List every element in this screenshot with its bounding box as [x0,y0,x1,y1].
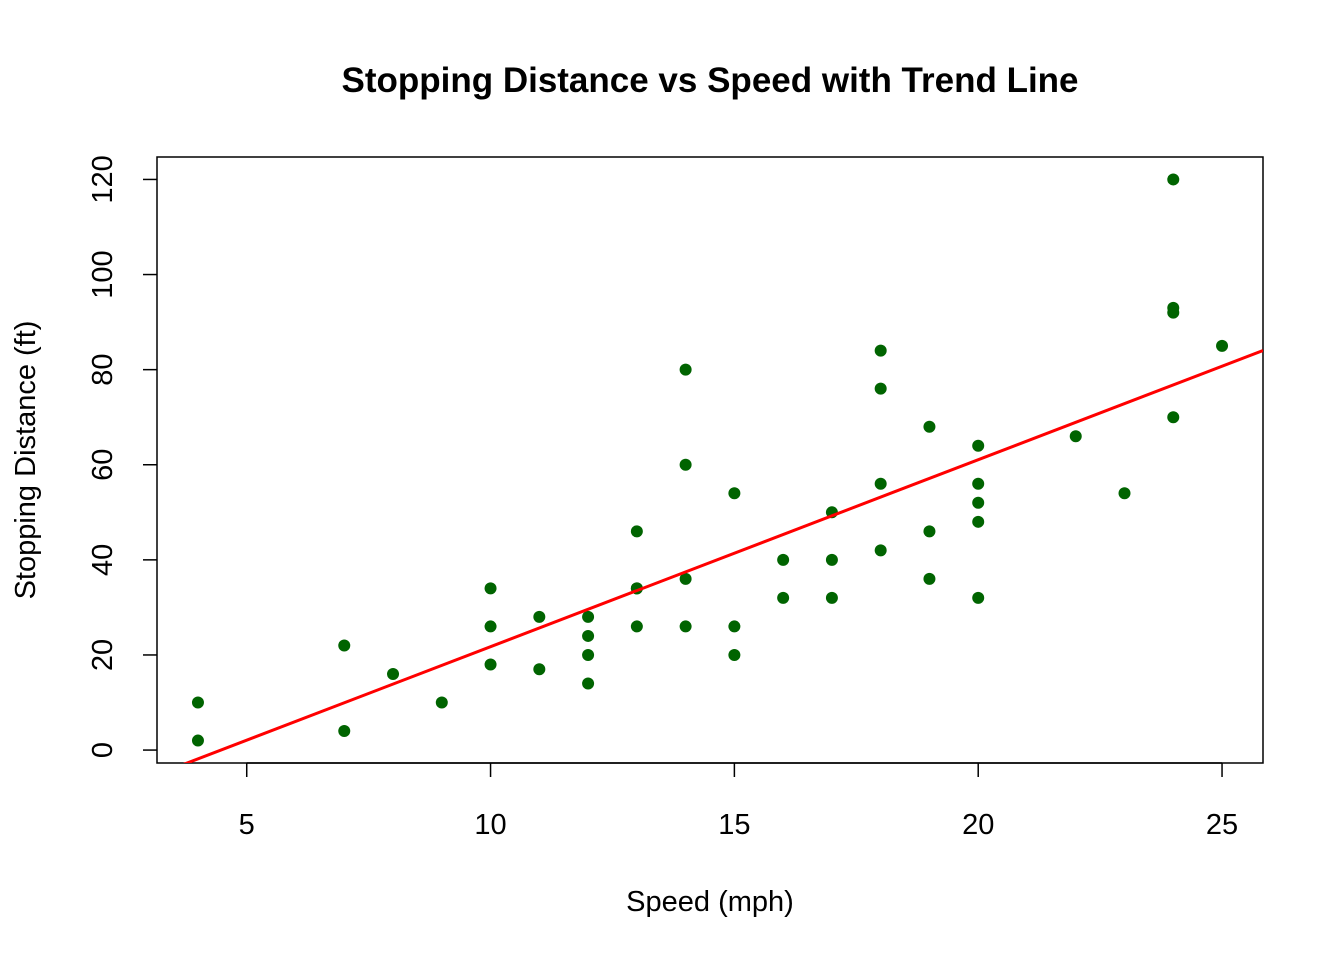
data-point [484,620,497,633]
data-point [1216,339,1229,352]
data-point [533,663,546,676]
y-tick-label: 40 [87,544,119,576]
data-point [533,610,546,623]
data-point [679,620,692,633]
data-point [387,667,400,680]
x-tick-label: 20 [962,809,994,841]
data-point [1167,173,1180,186]
data-point [874,344,887,357]
x-axis-label: Speed (mph) [626,886,794,918]
data-point [728,487,741,500]
data-point [972,439,985,452]
y-tick-label: 100 [87,250,119,298]
data-point [191,696,204,709]
data-point [777,591,790,604]
data-point [1069,430,1082,443]
data-point [582,629,595,642]
data-point [825,553,838,566]
data-point [972,496,985,509]
y-tick-label: 120 [87,155,119,203]
data-point [972,477,985,490]
data-point [777,553,790,566]
data-point [582,648,595,661]
x-tick-label: 15 [718,809,750,841]
data-point [972,591,985,604]
y-axis-label: Stopping Distance (ft) [10,321,42,600]
data-point [923,420,936,433]
data-point [338,725,351,738]
data-point [338,639,351,652]
trend-line [182,349,1263,763]
data-point [630,525,643,538]
data-point [972,515,985,528]
x-tick-label: 25 [1206,809,1238,841]
data-point [923,572,936,585]
plot-frame [156,156,1264,764]
x-tick-label: 5 [239,809,255,841]
data-point [679,458,692,471]
data-point [874,544,887,557]
data-point [1118,487,1131,500]
y-tick-label: 20 [87,639,119,671]
data-point [728,648,741,661]
data-point [582,610,595,623]
data-point [191,734,204,747]
data-point [874,382,887,395]
data-point [484,582,497,595]
data-point [679,572,692,585]
data-point [679,363,692,376]
data-point [923,525,936,538]
data-point [484,658,497,671]
y-tick-label: 60 [87,449,119,481]
data-point [582,677,595,690]
y-tick-label: 80 [87,354,119,386]
x-tick-label: 10 [474,809,506,841]
data-point [1167,411,1180,424]
data-point [435,696,448,709]
chart-title: Stopping Distance vs Speed with Trend Li… [341,61,1078,100]
data-point [630,620,643,633]
y-tick-label: 0 [87,742,119,758]
data-point [1167,301,1180,314]
data-point [825,591,838,604]
data-point [874,477,887,490]
data-point [728,620,741,633]
